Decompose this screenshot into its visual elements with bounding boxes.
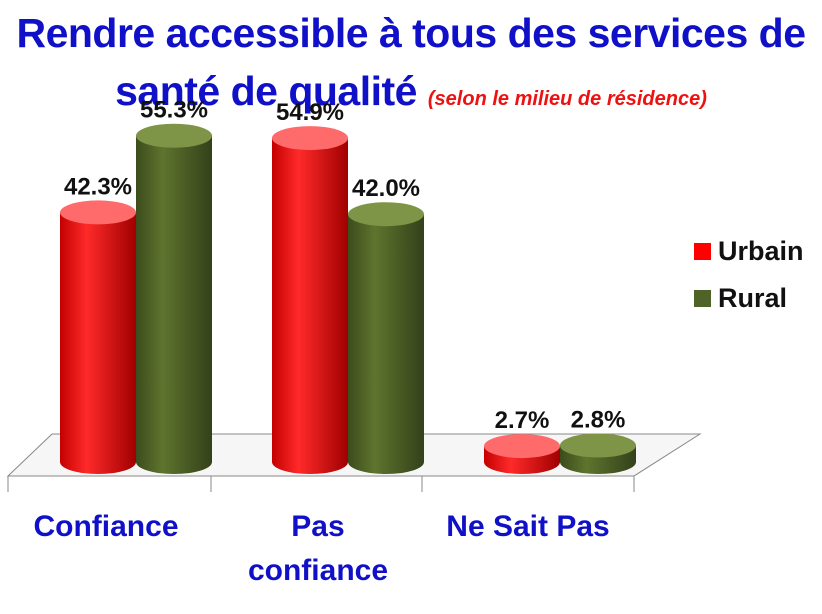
bar-top	[560, 433, 636, 458]
bar-body	[272, 138, 348, 474]
x-tick-label-pas-confiance: Pas	[291, 510, 344, 543]
bar-rural-pas-confiance	[348, 202, 424, 474]
bar-top	[136, 123, 212, 148]
title-line-1: Rendre accessible à tous des services de	[16, 10, 806, 56]
bar-top	[348, 202, 424, 227]
data-label-urbain-ne-sait-pas: 2.7%	[495, 407, 550, 434]
chart-subtitle: (selon le milieu de résidence)	[427, 88, 707, 110]
bars-layer	[60, 123, 636, 475]
bar-urbain-ne-sait-pas	[484, 434, 560, 474]
bar-urbain-confiance	[60, 200, 136, 474]
legend-label-urbain: Urbain	[718, 235, 804, 266]
bar-body	[60, 212, 136, 474]
legend-swatch-rural	[694, 289, 711, 307]
bar-rural-ne-sait-pas	[560, 433, 636, 474]
data-label-urbain-confiance: 42.3%	[64, 173, 132, 200]
data-label-urbain-pas-confiance: 54.9%	[276, 99, 344, 126]
data-label-rural-pas-confiance: 42.0%	[352, 175, 420, 202]
legend-label-rural: Rural	[718, 282, 788, 313]
bar-top	[60, 200, 136, 225]
title-line-2-text: santé de qualité	[115, 68, 417, 114]
chart-title: Rendre accessible à tous des services de…	[0, 4, 822, 128]
data-label-rural-ne-sait-pas: 2.8%	[571, 406, 626, 433]
bar-body	[348, 214, 424, 474]
bar-top	[272, 126, 348, 151]
bar-top	[484, 434, 560, 459]
legend-item-urbain: Urbain	[694, 236, 804, 266]
bar-rural-confiance	[136, 123, 212, 475]
title-line-2: santé de qualité (selon le milieu de rés…	[0, 62, 822, 128]
legend-item-rural: Rural	[694, 283, 804, 313]
bar-body	[136, 135, 212, 475]
x-tick-label-pas-confiance: confiance	[248, 554, 388, 587]
data-label-rural-confiance: 55.3%	[140, 97, 208, 124]
chart-legend: Urbain Rural	[694, 236, 804, 330]
legend-swatch-urbain	[694, 242, 711, 260]
x-tick-label-ne-sait-pas: Ne Sait Pas	[446, 510, 609, 543]
x-tick-label-confiance: Confiance	[33, 510, 178, 543]
labels-layer: 42.3% 55.3% Confiance 54.9% 42.0% Pas confianc…	[33, 97, 625, 587]
bar-urbain-pas-confiance	[272, 126, 348, 474]
